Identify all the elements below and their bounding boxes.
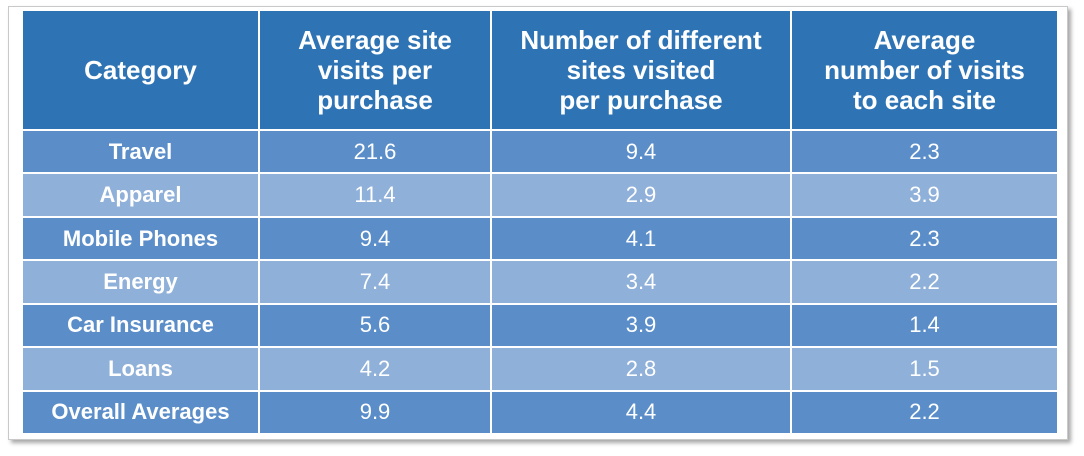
value-cell: 2.8 bbox=[491, 347, 792, 392]
value-cell: 21.6 bbox=[259, 130, 492, 175]
value-cell: 2.2 bbox=[791, 260, 1057, 305]
header-different-sites-line-2: sites visited bbox=[566, 55, 716, 85]
value-cell: 9.4 bbox=[259, 216, 492, 262]
value-cell: 9.4 bbox=[491, 130, 792, 175]
header-visits-each-site-line-1: Average bbox=[873, 25, 976, 55]
category-cell: Energy bbox=[23, 260, 260, 305]
header-avg-site-visits-line-2: visits per bbox=[317, 55, 433, 85]
value-cell: 3.9 bbox=[791, 173, 1057, 218]
header-avg-site-visits-line-1: Average site bbox=[298, 25, 452, 55]
category-cell: Mobile Phones bbox=[23, 216, 260, 262]
value-cell: 4.2 bbox=[259, 347, 492, 392]
table-row: Car Insurance 5.6 3.9 1.4 bbox=[23, 303, 1057, 349]
table-row: Loans 4.2 2.8 1.5 bbox=[23, 347, 1057, 392]
value-cell: 1.5 bbox=[791, 347, 1057, 392]
data-table: Category Average site visits per purchas… bbox=[23, 11, 1057, 433]
header-different-sites: Number of different sites visited per pu… bbox=[491, 11, 792, 131]
table-row-overall: Overall Averages 9.9 4.4 2.2 bbox=[23, 390, 1057, 433]
category-cell: Travel bbox=[23, 130, 260, 175]
value-cell: 4.1 bbox=[491, 216, 792, 262]
category-cell: Car Insurance bbox=[23, 303, 260, 349]
table-row: Apparel 11.4 2.9 3.9 bbox=[23, 173, 1057, 218]
header-avg-site-visits-line-3: purchase bbox=[317, 85, 433, 115]
header-visits-each-site: Average number of visits to each site bbox=[791, 11, 1057, 131]
value-cell: 1.4 bbox=[791, 303, 1057, 349]
value-cell: 3.4 bbox=[491, 260, 792, 305]
header-avg-site-visits: Average site visits per purchase bbox=[259, 11, 492, 131]
table-header: Category Average site visits per purchas… bbox=[23, 11, 1057, 131]
header-visits-each-site-line-3: to each site bbox=[852, 85, 997, 115]
header-different-sites-line-1: Number of different bbox=[520, 25, 762, 55]
category-cell: Overall Averages bbox=[23, 390, 260, 433]
value-cell: 3.9 bbox=[491, 303, 792, 349]
header-category: Category bbox=[23, 11, 260, 131]
value-cell: 5.6 bbox=[259, 303, 492, 349]
table-row: Mobile Phones 9.4 4.1 2.3 bbox=[23, 216, 1057, 262]
table-frame: Category Average site visits per purchas… bbox=[8, 6, 1068, 440]
category-cell: Loans bbox=[23, 347, 260, 392]
header-row: Category Average site visits per purchas… bbox=[23, 11, 1057, 131]
header-category-line-1: Category bbox=[84, 55, 197, 85]
table-body: Travel 21.6 9.4 2.3 Apparel 11.4 2.9 3.9… bbox=[23, 130, 1057, 433]
value-cell: 4.4 bbox=[491, 390, 792, 433]
header-different-sites-line-3: per purchase bbox=[559, 85, 723, 115]
header-visits-each-site-line-2: number of visits bbox=[824, 55, 1025, 85]
value-cell: 9.9 bbox=[259, 390, 492, 433]
category-cell: Apparel bbox=[23, 173, 260, 218]
value-cell: 2.3 bbox=[791, 216, 1057, 262]
value-cell: 7.4 bbox=[259, 260, 492, 305]
table-row: Travel 21.6 9.4 2.3 bbox=[23, 130, 1057, 175]
value-cell: 2.2 bbox=[791, 390, 1057, 433]
value-cell: 2.3 bbox=[791, 130, 1057, 175]
table-row: Energy 7.4 3.4 2.2 bbox=[23, 260, 1057, 305]
table-container: Category Average site visits per purchas… bbox=[23, 11, 1057, 433]
value-cell: 11.4 bbox=[259, 173, 492, 218]
value-cell: 2.9 bbox=[491, 173, 792, 218]
